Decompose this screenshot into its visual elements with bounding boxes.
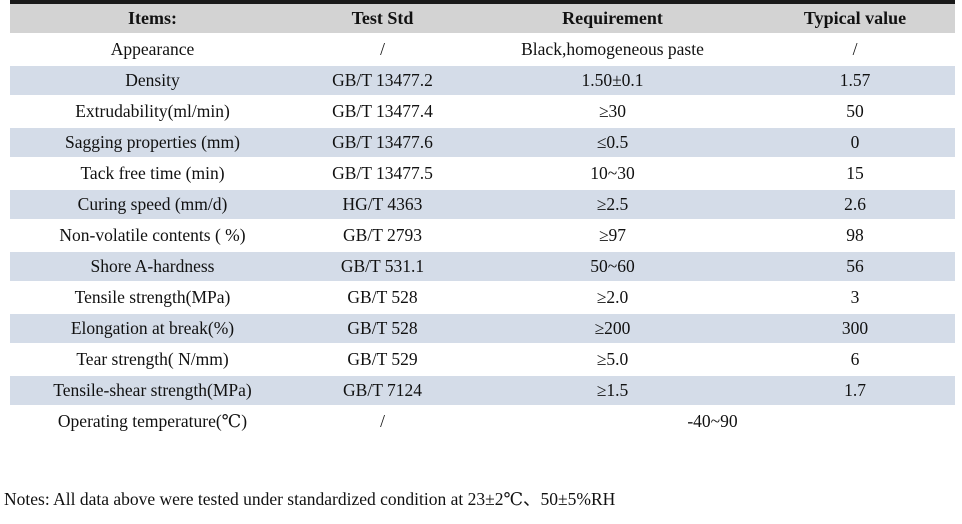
cell-test-std: GB/T 13477.4 <box>295 95 470 128</box>
cell-test-std: GB/T 531.1 <box>295 250 470 283</box>
cell-test-std: GB/T 13477.6 <box>295 126 470 159</box>
cell-item: Tack free time (min) <box>10 157 295 190</box>
cell-item: Tear strength( N/mm) <box>10 343 295 376</box>
cell-requirement: ≥30 <box>470 95 755 128</box>
table-row: Sagging properties (mm) GB/T 13477.6 ≤0.5 0 <box>10 126 955 159</box>
table-row: Density GB/T 13477.2 1.50±0.1 1.57 <box>10 64 955 97</box>
cell-requirement: ≥1.5 <box>470 374 755 407</box>
cell-requirement: ≥2.0 <box>470 281 755 314</box>
column-header-test-std: Test Std <box>295 2 470 34</box>
cell-typical-value: 1.7 <box>755 374 955 407</box>
cell-typical-value: 50 <box>755 95 955 128</box>
cell-requirement: Black,homogeneous paste <box>470 33 755 66</box>
table-row: Curing speed (mm/d) HG/T 4363 ≥2.5 2.6 <box>10 188 955 221</box>
table-row: Tensile strength(MPa) GB/T 528 ≥2.0 3 <box>10 281 955 314</box>
cell-requirement: 1.50±0.1 <box>470 64 755 97</box>
table-row: Tack free time (min) GB/T 13477.5 10~30 15 <box>10 157 955 190</box>
cell-item: Non-volatile contents ( %) <box>10 219 295 252</box>
cell-typical-value: 2.6 <box>755 188 955 221</box>
column-header-requirement: Requirement <box>470 2 755 34</box>
cell-typical-value: 1.57 <box>755 64 955 97</box>
cell-item: Shore A-hardness <box>10 250 295 283</box>
table-row: Extrudability(ml/min) GB/T 13477.4 ≥30 50 <box>10 95 955 128</box>
table-row: Appearance / Black,homogeneous paste / <box>10 33 955 66</box>
cell-requirement: ≥5.0 <box>470 343 755 376</box>
cell-typical-value: 6 <box>755 343 955 376</box>
cell-test-std: GB/T 13477.5 <box>295 157 470 190</box>
cell-requirement: ≥2.5 <box>470 188 755 221</box>
cell-typical-value: 0 <box>755 126 955 159</box>
cell-test-std: GB/T 13477.2 <box>295 64 470 97</box>
cell-typical-value: 98 <box>755 219 955 252</box>
cell-requirement: ≥200 <box>470 312 755 345</box>
cell-requirement-typical-merged: -40~90 <box>470 405 955 438</box>
cell-item: Tensile strength(MPa) <box>10 281 295 314</box>
cell-test-std: GB/T 528 <box>295 312 470 345</box>
spec-table: Items: Test Std Requirement Typical valu… <box>10 0 955 438</box>
cell-item: Elongation at break(%) <box>10 312 295 345</box>
cell-item: Density <box>10 64 295 97</box>
cell-item: Extrudability(ml/min) <box>10 95 295 128</box>
cell-test-std: GB/T 2793 <box>295 219 470 252</box>
cell-typical-value: 3 <box>755 281 955 314</box>
cell-typical-value: 300 <box>755 312 955 345</box>
spec-table-header: Items: Test Std Requirement Typical valu… <box>10 2 955 34</box>
header-row: Items: Test Std Requirement Typical valu… <box>10 2 955 34</box>
cell-item: Curing speed (mm/d) <box>10 188 295 221</box>
cell-item: Sagging properties (mm) <box>10 126 295 159</box>
notes-text: Notes: All data above were tested under … <box>4 489 616 509</box>
cell-requirement: 10~30 <box>470 157 755 190</box>
cell-test-std: GB/T 529 <box>295 343 470 376</box>
cell-typical-value: / <box>755 33 955 66</box>
cell-typical-value: 15 <box>755 157 955 190</box>
column-header-typical-value: Typical value <box>755 2 955 34</box>
cell-item: Operating temperature(℃) <box>10 405 295 438</box>
table-row: Shore A-hardness GB/T 531.1 50~60 56 <box>10 250 955 283</box>
table-row: Elongation at break(%) GB/T 528 ≥200 300 <box>10 312 955 345</box>
cell-test-std: / <box>295 405 470 438</box>
cell-test-std: GB/T 7124 <box>295 374 470 407</box>
cell-test-std: HG/T 4363 <box>295 188 470 221</box>
spec-table-body: Appearance / Black,homogeneous paste / Densi… <box>10 33 955 438</box>
table-row: Tensile-shear strength(MPa) GB/T 7124 ≥1.5… <box>10 374 955 407</box>
cell-item: Tensile-shear strength(MPa) <box>10 374 295 407</box>
table-row: Non-volatile contents ( %) GB/T 2793 ≥97 98 <box>10 219 955 252</box>
cell-typical-value: 56 <box>755 250 955 283</box>
table-row: Operating temperature(℃) / -40~90 <box>10 405 955 438</box>
cell-requirement: 50~60 <box>470 250 755 283</box>
cell-requirement: ≥97 <box>470 219 755 252</box>
cell-requirement: ≤0.5 <box>470 126 755 159</box>
cell-test-std: GB/T 528 <box>295 281 470 314</box>
cell-item: Appearance <box>10 33 295 66</box>
table-row: Tear strength( N/mm) GB/T 529 ≥5.0 6 <box>10 343 955 376</box>
cell-test-std: / <box>295 33 470 66</box>
column-header-items: Items: <box>10 2 295 34</box>
